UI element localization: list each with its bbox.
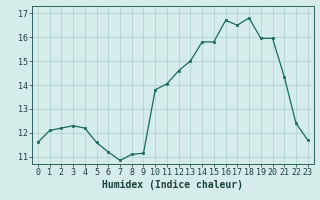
X-axis label: Humidex (Indice chaleur): Humidex (Indice chaleur) [102,180,243,190]
